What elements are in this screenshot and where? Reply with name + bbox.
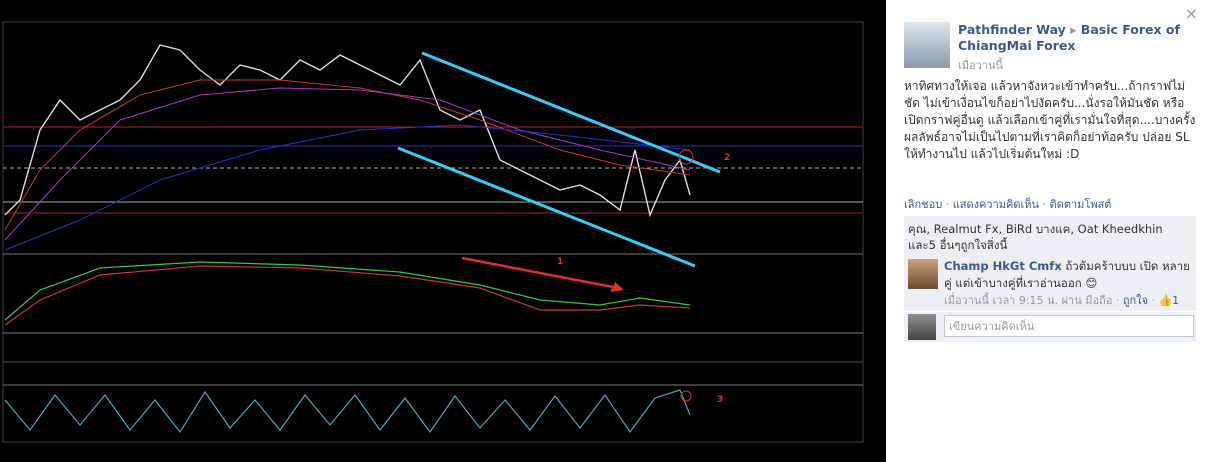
marker-circle — [678, 149, 694, 165]
post-actions: เลิกชอบ · แสดงความคิดเห็น · ติดตามโพสต์ — [904, 198, 1112, 211]
price-line — [4, 44, 691, 218]
comment-author[interactable]: Champ HkGt Cmfx — [944, 259, 1062, 273]
avatar[interactable] — [904, 22, 950, 68]
group-link[interactable]: Basic Forex of ChiangMai Forex — [958, 22, 1180, 53]
post-header: Pathfinder Way ▸ Basic Forex of ChiangMa… — [958, 22, 1186, 54]
arrowhead — [610, 282, 624, 292]
chart-photo: 1 2 3 — [0, 0, 886, 462]
arrow — [461, 256, 619, 290]
channel-line — [421, 51, 721, 174]
macd-line — [4, 265, 691, 326]
post-text: หาทิศทางให้เจอ แล้วหาจังหวะเข้าทำครับ...… — [904, 79, 1196, 161]
like-count[interactable]: 1 — [1172, 294, 1180, 307]
follow-link[interactable]: ติดตามโพสต์ — [1049, 198, 1112, 211]
stochastic-line — [4, 389, 691, 434]
comment: Champ HkGt Cmfx ถ้วต้มคร้าบบบ เปิด หลายค… — [904, 255, 1196, 311]
arrow: ▸ — [1070, 22, 1077, 37]
timestamp[interactable]: เมื่อวานนี้ — [958, 59, 1004, 72]
user-avatar — [908, 314, 936, 340]
comment-text: ถ้วต้มคร้าบบบ เปิด หลายคู่ แต่เข้าบางคู่… — [944, 259, 1190, 290]
marker-circle — [680, 390, 692, 402]
comment-link[interactable]: แสดงความคิดเห็น — [952, 198, 1040, 211]
ma-line — [4, 87, 691, 241]
channel-line — [397, 146, 696, 268]
comment-meta: เมื่อวานนี้ เวลา 9:15 น. ผ่าน มือถือ · ถ… — [944, 294, 1180, 307]
comment-body: Champ HkGt Cmfx ถ้วต้มคร้าบบบ เปิด หลายค… — [944, 258, 1194, 292]
likes-text[interactable]: คุณ, Realmut Fx, BiRd บางแค, Oat Kheedkh… — [908, 222, 1163, 252]
macd-signal — [4, 261, 691, 321]
ma-line — [4, 79, 691, 231]
close-button[interactable]: × — [1184, 4, 1198, 23]
side-panel: × Pathfinder Way ▸ Basic Forex of Chiang… — [886, 0, 1208, 462]
author-link[interactable]: Pathfinder Way — [958, 22, 1066, 37]
annotation: 2 — [724, 153, 730, 163]
comment-time: เมื่อวานนี้ เวลา 9:15 น. ผ่าน มือถือ — [944, 294, 1113, 307]
ma-line — [4, 124, 691, 251]
annotation: 3 — [717, 395, 723, 405]
comment-like[interactable]: ถูกใจ — [1122, 294, 1148, 307]
annotation: 1 — [557, 257, 563, 267]
comment-input[interactable]: เขียนความคิดเห็น — [944, 315, 1194, 337]
chart-frame — [2, 21, 864, 443]
comment-avatar[interactable] — [908, 259, 938, 289]
write-comment: เขียนความคิดเห็น — [904, 312, 1196, 342]
unlike-link[interactable]: เลิกชอบ — [904, 198, 943, 211]
likes-box: คุณ, Realmut Fx, BiRd บางแค, Oat Kheedkh… — [904, 216, 1196, 258]
